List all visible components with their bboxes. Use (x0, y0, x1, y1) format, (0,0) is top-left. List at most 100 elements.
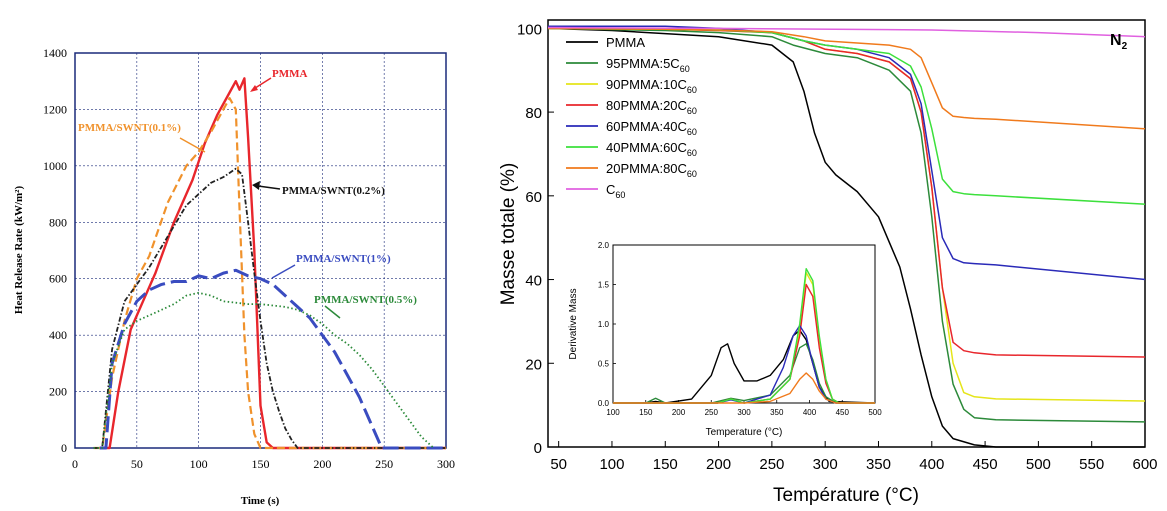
tga-y-tick-label: 100 (517, 21, 542, 38)
tga-plot-frame (547, 19, 1146, 448)
inset-y-axis-label: Derivative Mass (568, 288, 579, 359)
hrr-arrowhead-pmma (250, 85, 258, 92)
tga-x-tick-label: 200 (706, 456, 731, 473)
hrr-y-tick-label: 800 (49, 215, 67, 229)
inset-y-tick-label: 2.0 (598, 241, 610, 250)
legend-subscript: 60 (615, 190, 625, 200)
hrr-label-swnt02: PMMA/SWNT(0.2%) (282, 185, 385, 197)
hrr-label-swnt1: PMMA/SWNT(1%) (296, 253, 391, 265)
tga-y-tick-label: 40 (525, 273, 542, 290)
tga-y-axis-label: Masse totale (%) (498, 163, 519, 306)
inset-y-ticks: 0.0 0.5 1.0 1.5 2.0 (598, 241, 616, 408)
legend-subscript: 60 (687, 169, 697, 179)
tga-legend-label: 90PMMA:10C60 (606, 77, 697, 95)
inset-background (565, 240, 880, 440)
tga-series-line-5 (547, 27, 1146, 205)
inset-x-tick-label: 400 (803, 408, 817, 417)
tga-y-tick-label: 0 (534, 440, 542, 457)
hrr-arrowhead-swnt02 (252, 181, 260, 190)
tga-x-tick-label: 100 (599, 456, 624, 473)
hrr-chart: 0 50 100 150 200 250 300 0 200 400 600 800 1000 1200… (13, 46, 455, 507)
inset-y-tick-label: 0.5 (598, 360, 610, 369)
hrr-arrow-swnt05 (324, 305, 341, 319)
hrr-x-ticks: 0 50 100 150 200 250 300 (72, 457, 455, 471)
tga-legend-label: 95PMMA:5C60 (606, 56, 690, 74)
hrr-x-tick-label: 200 (313, 457, 331, 471)
hrr-y-tick-label: 400 (49, 328, 67, 342)
tga-legend-label: 40PMMA:60C60 (606, 140, 697, 158)
tga-legend-label: 80PMMA:20C60 (606, 98, 697, 116)
hrr-x-tick-label: 50 (131, 457, 143, 471)
tga-legend: PMMA95PMMA:5C6090PMMA:10C6080PMMA:20C606… (566, 35, 697, 200)
legend-subscript: 60 (687, 85, 697, 95)
hrr-x-tick-label: 150 (252, 457, 270, 471)
tga-series-line-1 (547, 27, 1146, 423)
hrr-x-tick-label: 300 (437, 457, 455, 471)
hrr-arrow-swnt1 (271, 264, 296, 279)
inset-x-tick-label: 100 (606, 408, 620, 417)
tga-legend-label: 60PMMA:40C60 (606, 119, 697, 137)
tga-x-tick-label: 150 (653, 456, 678, 473)
inset-series-line-6 (613, 372, 875, 404)
tga-y-tick-label: 60 (525, 189, 542, 206)
tga-x-tick-label: 300 (813, 456, 838, 473)
hrr-arrow-swnt02 (257, 185, 281, 190)
hrr-y-ticks: 0 200 400 600 800 1000 1200 1400 (43, 46, 67, 455)
inset-x-tick-label: 500 (868, 408, 882, 417)
tga-x-tick-label: 450 (973, 456, 998, 473)
hrr-series-line-4 (93, 291, 435, 449)
hrr-series-line-3 (99, 268, 446, 450)
hrr-y-tick-label: 1000 (43, 159, 67, 173)
inset-chart: 100 150 200 250 300 350 400 450 500 0.0 0.5 1.0 1.5… (565, 240, 882, 440)
hrr-y-axis-label: Heat Release Rate (kW/m²) (13, 186, 25, 315)
tga-x-tick-label: 550 (1079, 456, 1104, 473)
hrr-arrow-swnt01 (179, 137, 206, 153)
tga-x-ticks: 50 100 150 200 250 300 350 400 450 500 550 600 (550, 441, 1158, 473)
tga-x-tick-label: 250 (759, 456, 784, 473)
tga-y-ticks: 0 20 40 60 80 100 (517, 21, 554, 457)
tga-y-tick-label: 80 (525, 105, 542, 122)
tga-x-tick-label: 50 (550, 456, 567, 473)
inset-series-line-1 (613, 343, 875, 404)
inset-y-tick-label: 1.0 (598, 320, 610, 329)
tga-x-tick-label: 350 (866, 456, 891, 473)
hrr-y-tick-label: 0 (61, 441, 67, 455)
tga-legend-label: PMMA (606, 35, 645, 50)
hrr-label-swnt01: PMMA/SWNT(0.1%) (78, 122, 181, 134)
inset-x-axis-label: Temperature (°C) (706, 427, 783, 438)
legend-subscript: 60 (687, 106, 697, 116)
legend-subscript: 60 (680, 64, 690, 74)
hrr-y-tick-label: 200 (49, 385, 67, 399)
hrr-series-line-1 (93, 97, 446, 450)
hrr-x-tick-label: 250 (375, 457, 393, 471)
hrr-y-tick-label: 1400 (43, 46, 67, 60)
tga-x-tick-label: 400 (919, 456, 944, 473)
tga-legend-label: 20PMMA:80C60 (606, 161, 697, 179)
hrr-series-line-0 (99, 77, 446, 450)
hrr-x-axis-label: Time (s) (241, 495, 280, 507)
tga-y-tick-label: 20 (525, 356, 542, 373)
legend-subscript: 60 (687, 127, 697, 137)
tga-annotation-n2: N2 (1110, 32, 1128, 52)
tga-x-axis-label: Température (°C) (773, 485, 919, 506)
hrr-label-swnt05: PMMA/SWNT(0.5%) (314, 294, 417, 306)
tga-series-group (547, 25, 1146, 448)
hrr-y-tick-label: 600 (49, 272, 67, 286)
inset-y-tick-label: 1.5 (598, 281, 610, 290)
hrr-y-tick-label: 1200 (43, 102, 67, 116)
tga-series-line-7 (547, 26, 1146, 38)
tga-series-line-6 (547, 27, 1146, 130)
inset-x-tick-label: 450 (836, 408, 850, 417)
hrr-label-pmma: PMMA (272, 68, 307, 80)
inset-x-tick-label: 200 (672, 408, 686, 417)
hrr-x-tick-label: 100 (190, 457, 208, 471)
inset-x-ticks: 100 150 200 250 300 350 400 450 500 (606, 400, 882, 417)
tga-x-tick-label: 600 (1132, 456, 1157, 473)
inset-series-line-5 (613, 268, 875, 404)
hrr-x-tick-label: 0 (72, 457, 78, 471)
tga-series-line-0 (547, 27, 1145, 448)
legend-subscript: 60 (687, 148, 697, 158)
tga-chart: 50 100 150 200 250 300 350 400 450 500 550 600 0 20 4… (498, 19, 1158, 506)
inset-x-tick-label: 150 (639, 408, 653, 417)
